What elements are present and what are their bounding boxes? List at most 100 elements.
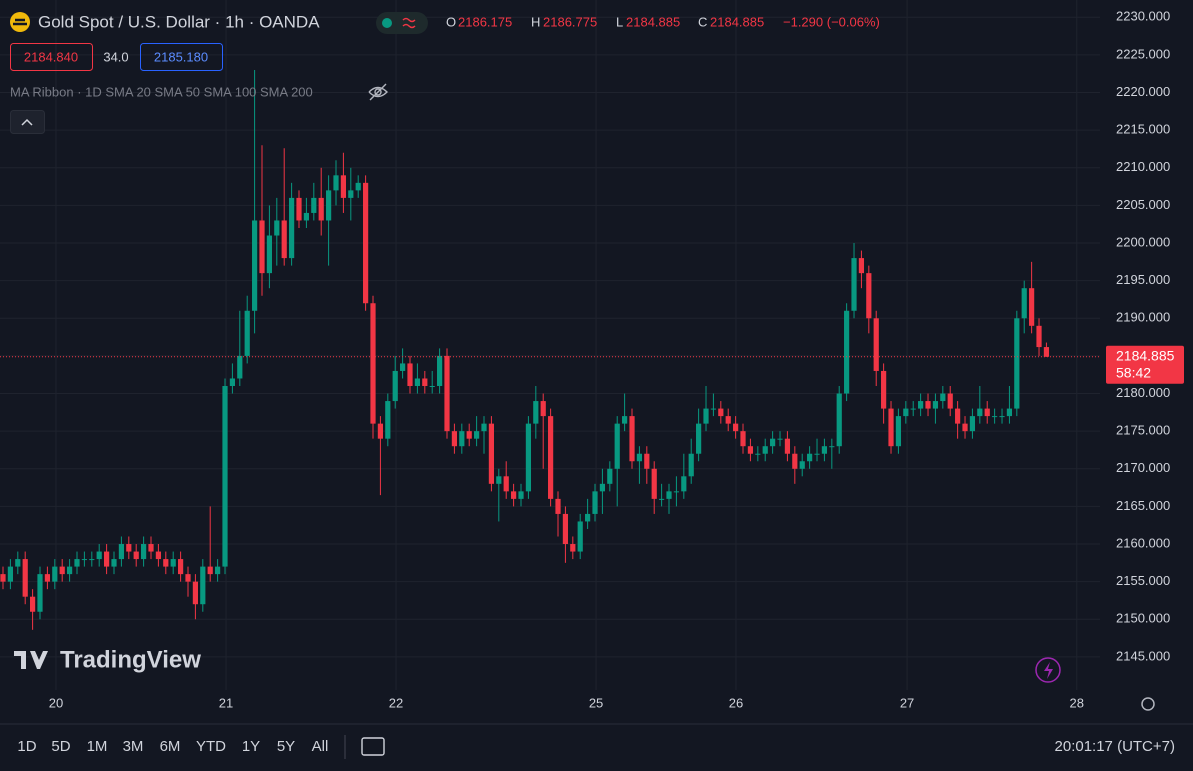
candle-body <box>200 566 206 605</box>
timeframe-button[interactable]: 1Y <box>242 738 260 755</box>
y-tick-label: 2210.000 <box>1116 159 1170 174</box>
candle-body <box>570 544 576 552</box>
hidden-eye-icon[interactable] <box>368 83 388 101</box>
y-tick-label: 2195.000 <box>1116 272 1170 287</box>
candle-body <box>977 408 983 417</box>
candle-body <box>340 175 347 198</box>
timeframe-button[interactable]: 5Y <box>277 738 295 755</box>
candle-body <box>355 182 361 191</box>
candle-body <box>89 559 95 561</box>
candle-body <box>466 431 472 439</box>
candle-body <box>984 408 990 417</box>
timeframe-button[interactable]: 6M <box>160 738 181 755</box>
candle-body <box>311 197 317 213</box>
candle-body <box>178 559 184 575</box>
y-tick-label: 2225.000 <box>1116 46 1170 61</box>
candle-body <box>52 566 58 582</box>
candle-body <box>266 235 273 274</box>
sell-button[interactable] <box>10 43 93 71</box>
collapse-button[interactable] <box>10 110 45 134</box>
candle-body <box>903 408 909 417</box>
candle-body <box>599 483 606 492</box>
candle-body <box>133 551 139 560</box>
candle-body <box>829 446 835 448</box>
timeframe-button[interactable]: 1D <box>17 738 36 755</box>
candle-body <box>895 416 902 447</box>
candle-body <box>74 559 80 567</box>
y-tick-label: 2160.000 <box>1116 535 1170 550</box>
candle-body <box>126 544 132 552</box>
date-range-button[interactable] <box>361 737 385 756</box>
candle-body <box>555 498 561 514</box>
y-tick-label: 2220.000 <box>1116 84 1170 99</box>
candle-body <box>81 559 87 561</box>
candle-body <box>385 401 391 439</box>
y-tick-label: 2170.000 <box>1116 460 1170 475</box>
ohlc-label: H <box>531 14 540 29</box>
candle-body <box>348 190 354 198</box>
candle-body <box>577 521 583 552</box>
candle-body <box>444 355 450 432</box>
price-tag-countdown: 58:42 <box>1116 364 1151 380</box>
candle-body <box>281 220 287 259</box>
timeframe-button[interactable]: 1M <box>87 738 108 755</box>
candles <box>0 69 1050 630</box>
candle-body <box>481 423 487 432</box>
candle-body <box>237 355 243 379</box>
candle-body <box>918 401 924 409</box>
symbol-icon <box>10 12 30 32</box>
visibility-toggle[interactable] <box>376 12 428 34</box>
timeframe-button[interactable]: All <box>312 738 329 755</box>
x-tick-label: 28 <box>1070 695 1084 710</box>
settings-icon[interactable] <box>1141 697 1155 711</box>
candle-body <box>540 401 546 417</box>
spread: 34.0 <box>103 49 128 64</box>
candle-body <box>37 574 43 612</box>
candle-body <box>932 401 939 409</box>
candle-body <box>962 423 968 432</box>
alert-icon[interactable] <box>1035 657 1061 683</box>
price-tag-value: 2184.885 <box>1116 347 1175 363</box>
candle-body <box>740 431 746 447</box>
candle-body <box>296 197 302 221</box>
ohlc-value: 2186.775 <box>543 14 597 29</box>
candle-body <box>807 453 813 462</box>
candle-body <box>718 408 724 417</box>
candle-body <box>585 513 591 522</box>
indicator-legend[interactable]: MA Ribbon · 1D SMA 20 SMA 50 SMA 100 SMA… <box>10 84 313 99</box>
ohlc-value: 2184.885 <box>710 14 764 29</box>
timeframe-button[interactable]: 3M <box>123 738 144 755</box>
candle-body <box>163 559 169 567</box>
candle-body <box>111 559 117 567</box>
candle-body <box>141 544 147 560</box>
candle-body <box>836 393 842 447</box>
candle-body <box>710 408 717 410</box>
candle-body <box>659 498 665 500</box>
clock: 20:01:17 (UTC+7) <box>1055 738 1175 755</box>
logo-text: TradingView <box>60 646 201 673</box>
candle-body <box>407 363 413 387</box>
candle-body <box>185 574 191 582</box>
candle-body <box>629 416 635 462</box>
logo-mark <box>14 651 48 669</box>
x-tick-label: 20 <box>49 695 63 710</box>
candle-body <box>66 566 73 575</box>
symbol-icon-bars <box>13 18 27 26</box>
timeframe-button[interactable]: 5D <box>51 738 70 755</box>
candle-body <box>518 491 524 499</box>
symbol-title[interactable]: Gold Spot / U.S. Dollar · 1h · OANDA <box>38 12 320 31</box>
candle-body <box>1014 318 1020 409</box>
candle-body <box>755 453 761 455</box>
candle-body <box>44 574 50 582</box>
timeframe-button[interactable]: YTD <box>196 738 226 755</box>
candle-body <box>274 220 280 236</box>
candle-body <box>222 386 228 567</box>
candle-body <box>1036 325 1042 348</box>
candle-body <box>289 197 295 259</box>
ohlc-value: 2184.885 <box>626 14 680 29</box>
candle-body <box>148 544 154 552</box>
candle-body <box>1021 288 1027 319</box>
ask-price: 2185.180 <box>154 49 208 64</box>
buy-button[interactable] <box>140 43 223 71</box>
